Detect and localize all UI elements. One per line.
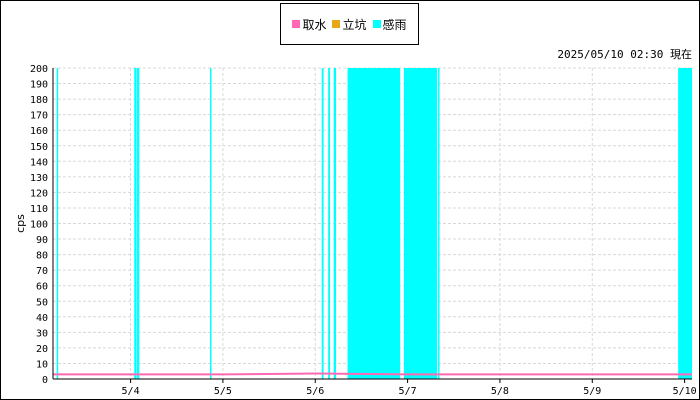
y-tick-label: 80	[36, 251, 48, 262]
y-tick-label: 110	[30, 204, 48, 215]
y-tick-label: 100	[30, 220, 48, 231]
legend-label-shaft: 立坑	[342, 17, 367, 32]
y-tick-label: 130	[30, 173, 48, 184]
legend-swatch-rain	[372, 20, 381, 28]
legend-swatch-shaft	[332, 20, 341, 28]
y-tick-label: 60	[36, 282, 48, 293]
y-tick-label: 90	[36, 235, 48, 246]
x-tick-label: 5/8	[491, 386, 509, 397]
y-tick-label: 190	[30, 80, 48, 91]
y-tick-label: 70	[36, 266, 48, 277]
rain-bar	[134, 68, 137, 379]
y-tick-label: 10	[36, 359, 48, 370]
x-tick-label: 5/10	[673, 386, 697, 397]
y-tick-label: 200	[30, 64, 48, 75]
rain-bar	[137, 68, 140, 379]
rain-bar	[438, 68, 440, 379]
rain-bar	[333, 68, 337, 379]
x-tick-label: 5/7	[399, 386, 417, 397]
y-tick-label: 20	[36, 344, 48, 355]
y-tick-label: 160	[30, 126, 48, 137]
y-tick-label: 40	[36, 313, 48, 324]
legend-label-intake: 取水	[302, 17, 327, 32]
x-tick-label: 5/9	[583, 386, 601, 397]
y-tick-label: 180	[30, 95, 48, 106]
y-tick-label: 150	[30, 142, 48, 153]
chart-legend: 取水 立坑 感雨	[280, 3, 419, 45]
rain-bar	[678, 68, 692, 379]
rain-bar	[56, 68, 59, 379]
rain-bar	[328, 68, 331, 379]
x-tick-label: 5/4	[122, 386, 140, 397]
rain-bar	[209, 68, 212, 379]
y-tick-label: 170	[30, 111, 48, 122]
x-tick-label: 5/5	[214, 386, 232, 397]
legend-item-rain: 感雨	[372, 16, 407, 33]
x-tick-label: 5/6	[306, 386, 324, 397]
y-tick-label: 140	[30, 157, 48, 168]
y-axis-label: cps	[14, 214, 27, 233]
y-tick-label: 50	[36, 297, 48, 308]
legend-label-rain: 感雨	[382, 17, 407, 32]
y-tick-label: 30	[36, 328, 48, 339]
legend-swatch-intake	[292, 20, 301, 28]
rain-bar	[403, 68, 438, 379]
y-tick-label: 0	[42, 375, 48, 386]
rain-bar	[347, 68, 401, 379]
timestamp-label: 2025/05/10 02:30 現在	[557, 48, 692, 61]
intake-line	[53, 372, 692, 376]
legend-item-shaft: 立坑	[332, 16, 367, 33]
y-tick-label: 120	[30, 188, 48, 199]
legend-item-intake: 取水	[292, 16, 326, 33]
rain-bar	[321, 68, 324, 379]
